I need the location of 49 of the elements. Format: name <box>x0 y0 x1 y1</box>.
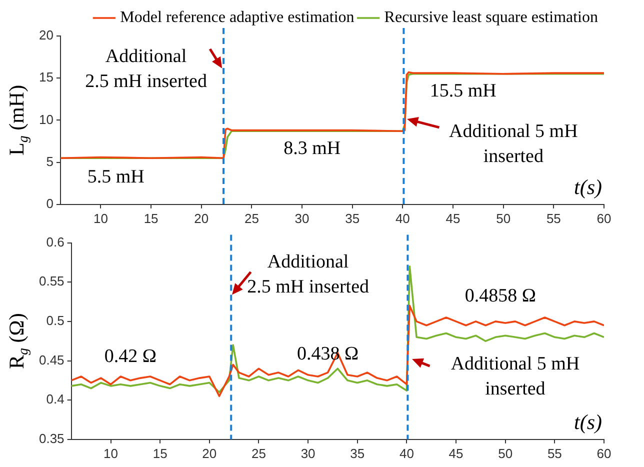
y-axis-title: Lg (mH) <box>4 84 32 156</box>
x-tick-label: 60 <box>596 210 612 226</box>
annotation: 5.5 mH <box>87 166 145 188</box>
x-tick-label: 50 <box>496 210 511 226</box>
annotation: Additional 2.5 mH inserted <box>247 251 370 298</box>
y-tick-label: 0.45 <box>38 352 64 368</box>
x-tick-label: 20 <box>202 446 217 461</box>
y-tick-label: 20 <box>38 28 54 43</box>
x-axis-title: t(s) <box>574 410 602 434</box>
x-tick-label: 55 <box>546 210 561 226</box>
x-tick-label: 35 <box>350 446 365 461</box>
annotation: Additional 5 mH inserted <box>450 354 580 400</box>
annotation: 0.438 Ω <box>296 343 359 364</box>
x-tick-label: 25 <box>244 210 259 226</box>
y-tick-label: 15 <box>38 70 54 85</box>
annotation: 8.3 mH <box>284 138 341 159</box>
x-tick-label: 10 <box>104 446 118 461</box>
annotation: Additional 2.5 mH inserted <box>85 46 208 92</box>
legend-label: Model reference adaptive estimation <box>120 9 354 26</box>
y-tick-label: 0.5 <box>46 313 64 328</box>
y-tick-label: 0.4 <box>46 392 64 407</box>
x-axis-title: t(s) <box>574 174 602 199</box>
annotation: 15.5 mH <box>430 80 497 102</box>
x-tick-label: 15 <box>152 446 168 461</box>
y-tick-label: 10 <box>38 112 54 127</box>
x-tick-label: 40 <box>399 446 414 461</box>
y-axis-title: Rg (Ω) <box>4 313 32 370</box>
x-tick-label: 15 <box>144 210 158 226</box>
x-tick-label: 45 <box>446 210 460 226</box>
x-tick-label: 20 <box>194 210 209 226</box>
annotation: 0.4858 Ω <box>464 285 536 306</box>
x-tick-label: 60 <box>596 446 612 461</box>
x-tick-label: 35 <box>345 210 360 226</box>
y-tick-label: 5 <box>46 154 54 169</box>
x-tick-label: 25 <box>252 446 266 461</box>
legend-label: Recursive least square estimation <box>384 9 598 26</box>
x-tick-label: 10 <box>93 210 108 226</box>
y-tick-label: 0 <box>46 196 54 211</box>
x-tick-label: 45 <box>448 446 464 461</box>
y-tick-label: 0.35 <box>38 430 64 446</box>
y-tick-label: 0.6 <box>46 234 64 250</box>
x-tick-label: 40 <box>395 210 410 226</box>
x-tick-label: 30 <box>294 210 310 226</box>
y-tick-label: 0.55 <box>38 274 64 289</box>
x-tick-label: 55 <box>547 446 562 461</box>
annotation: Additional 5 mH inserted <box>449 120 578 167</box>
x-tick-label: 50 <box>498 446 513 461</box>
annotation: 0.42 Ω <box>104 346 157 367</box>
x-tick-label: 30 <box>300 446 316 461</box>
